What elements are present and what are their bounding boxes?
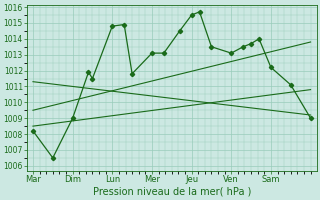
X-axis label: Pression niveau de la mer( hPa ): Pression niveau de la mer( hPa ) [92, 187, 251, 197]
